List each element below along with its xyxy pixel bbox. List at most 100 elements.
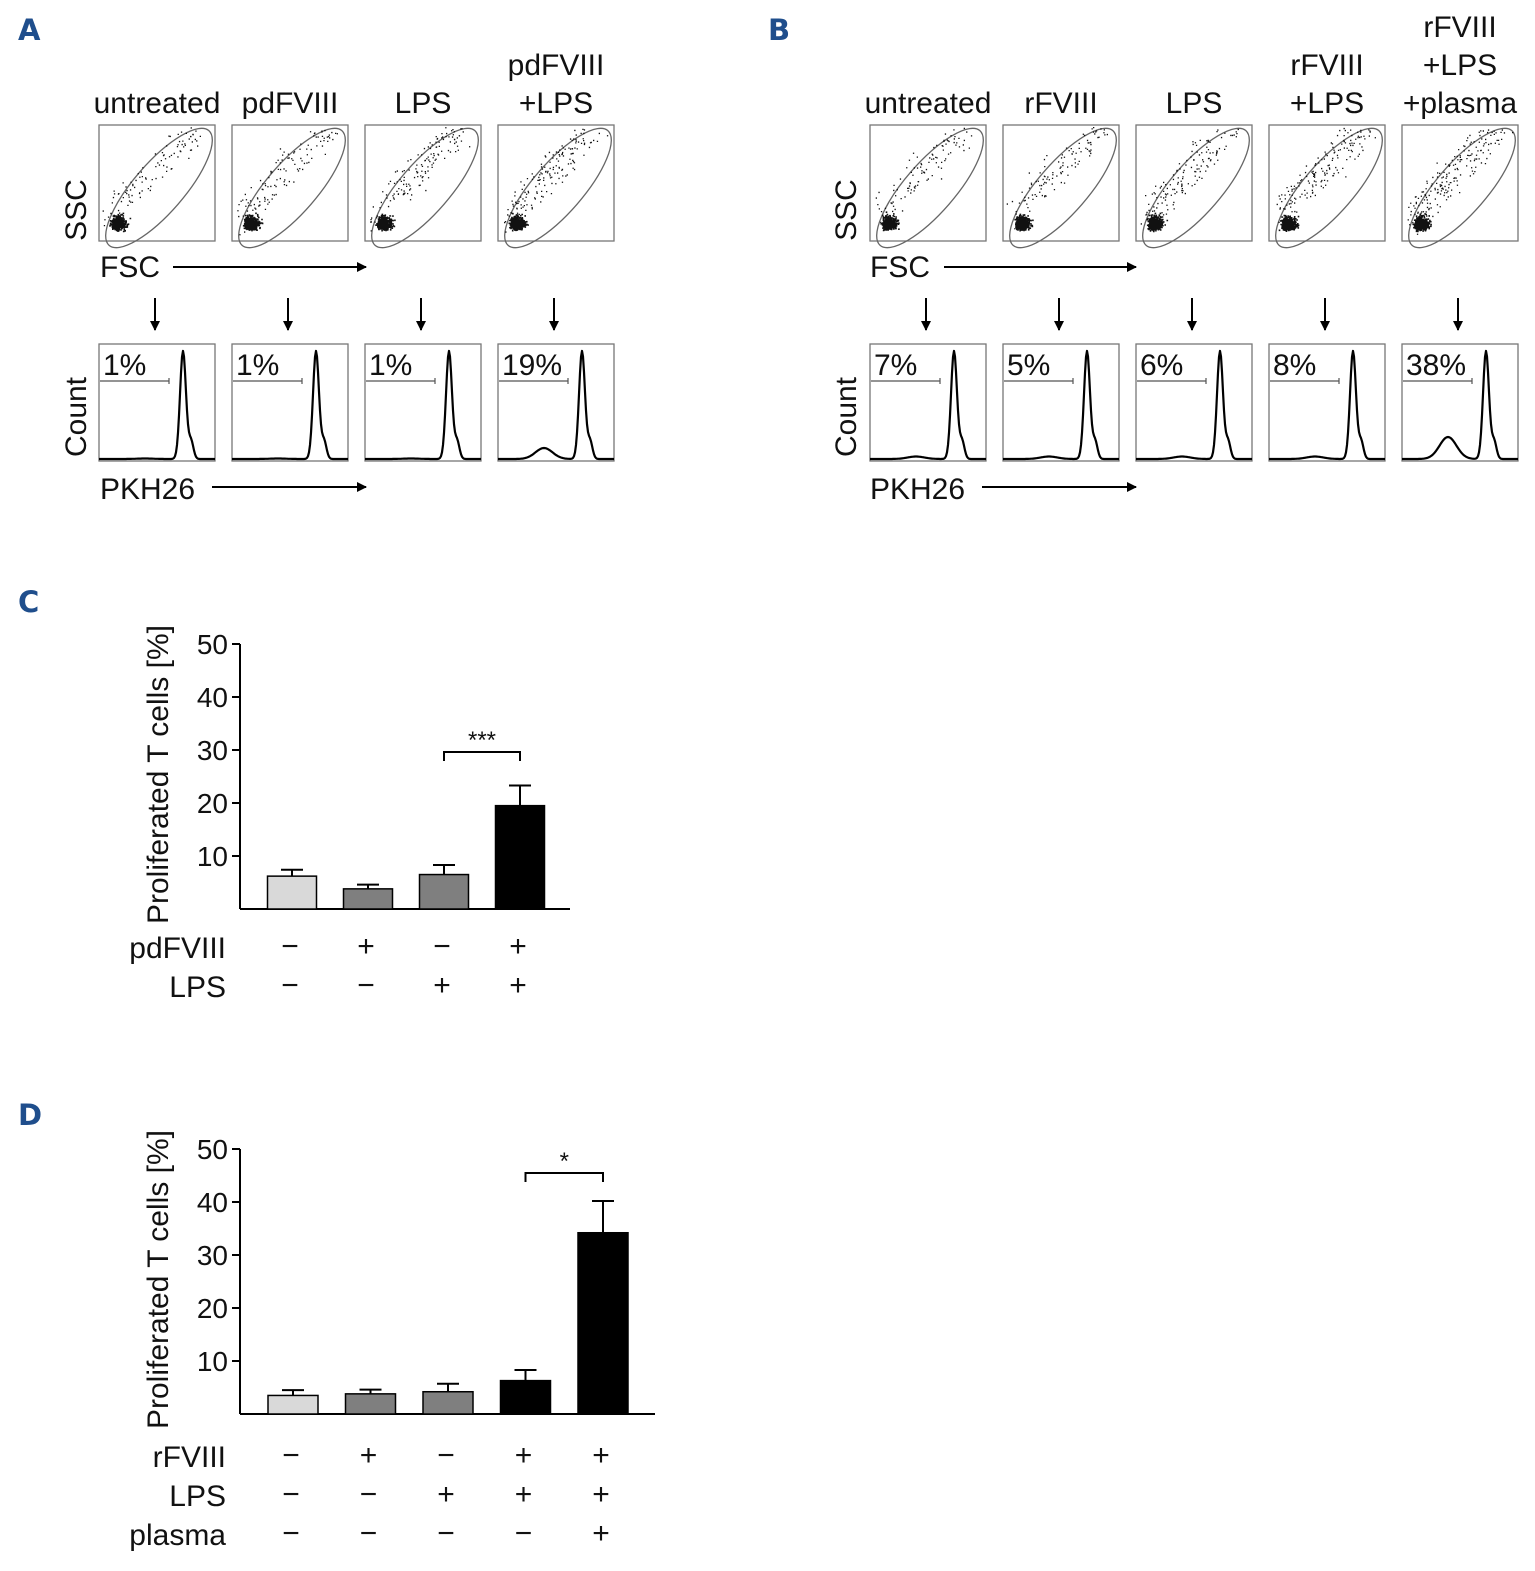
scatter-dot-cloud bbox=[370, 127, 471, 232]
bar bbox=[344, 1393, 397, 1415]
scatter-dot-cloud bbox=[1407, 129, 1514, 235]
histogram-curve bbox=[231, 349, 349, 461]
condition-row-label: LPS bbox=[169, 971, 226, 1004]
condition-row-label: pdFVIII bbox=[129, 932, 226, 965]
bar bbox=[499, 1379, 552, 1415]
condition-title: rFVIII bbox=[1423, 11, 1496, 44]
scatter-plot-frame bbox=[98, 124, 216, 242]
proliferation-percent: 6% bbox=[1140, 349, 1183, 382]
histogram-curve bbox=[869, 349, 987, 461]
condition-title: +LPS bbox=[1423, 49, 1497, 82]
significance-bracket bbox=[524, 1172, 604, 1182]
bar bbox=[266, 875, 318, 910]
condition-sign: + bbox=[592, 1478, 610, 1511]
panel-b-flow-cytometry: SSC FSC Count PKH26 untreated 7% rFVIII 5% L… bbox=[830, 11, 1519, 506]
condition-sign: + bbox=[515, 1439, 533, 1472]
histogram-frame bbox=[364, 343, 482, 462]
condition-sign: + bbox=[592, 1517, 610, 1550]
bar bbox=[418, 873, 470, 910]
bar bbox=[422, 1390, 474, 1415]
condition-title: LPS bbox=[1166, 87, 1223, 120]
gate-ellipse bbox=[1009, 127, 1117, 249]
histogram-curve bbox=[1268, 349, 1386, 461]
y-tick-label: 30 bbox=[197, 735, 228, 766]
scatter-dot-cloud bbox=[504, 128, 609, 233]
count-axis-label: Count bbox=[60, 376, 93, 457]
condition-sign: + bbox=[437, 1478, 455, 1511]
y-tick-label: 20 bbox=[197, 1293, 228, 1324]
proliferation-percent: 7% bbox=[874, 349, 917, 382]
y-tick-label: 40 bbox=[197, 682, 228, 713]
panel-label-a: A bbox=[18, 13, 41, 47]
condition-sign: − bbox=[357, 969, 375, 1002]
histogram-frame bbox=[1002, 343, 1120, 462]
histogram-curve bbox=[1401, 349, 1519, 461]
proliferation-percent: 19% bbox=[502, 349, 562, 382]
scatter-dots bbox=[1276, 127, 1376, 232]
fsc-axis-label: FSC bbox=[870, 251, 930, 284]
significance-label: * bbox=[560, 1148, 569, 1175]
histogram-curve bbox=[1135, 349, 1253, 461]
pkh26-axis-label: PKH26 bbox=[870, 473, 965, 506]
condition-title: +LPS bbox=[1290, 87, 1364, 120]
histogram-frame bbox=[98, 343, 216, 462]
histogram-frame bbox=[1135, 343, 1253, 462]
condition-sign: + bbox=[515, 1478, 533, 1511]
scatter-dots bbox=[370, 127, 471, 232]
panel-label-c: C bbox=[18, 585, 39, 619]
y-tick-label: 20 bbox=[197, 788, 228, 819]
panel-d-bar-chart: Proliferated T cells [%] 10 20 30 40 50 * rFVII… bbox=[129, 1130, 655, 1552]
condition-sign: − bbox=[437, 1439, 455, 1472]
condition-title: LPS bbox=[395, 87, 452, 120]
scatter-dot-cloud bbox=[237, 129, 338, 236]
scatter-dot-cloud bbox=[1276, 127, 1376, 232]
bar bbox=[577, 1231, 629, 1415]
condition-sign: − bbox=[281, 930, 299, 963]
y-tick-label: 50 bbox=[197, 629, 228, 660]
condition-title: pdFVIII bbox=[242, 87, 339, 120]
histogram-frame bbox=[869, 343, 987, 462]
condition-row-label: plasma bbox=[129, 1519, 226, 1552]
condition-sign: − bbox=[433, 930, 451, 963]
condition-sign: − bbox=[282, 1517, 300, 1550]
count-axis-label: Count bbox=[830, 376, 863, 457]
y-tick-label: 50 bbox=[197, 1134, 228, 1165]
condition-sign: − bbox=[282, 1439, 300, 1472]
panel-label-b: B bbox=[768, 13, 790, 47]
histogram-curve bbox=[98, 349, 216, 461]
proliferation-percent: 1% bbox=[236, 349, 279, 382]
condition-sign: − bbox=[437, 1517, 455, 1550]
scatter-dots bbox=[1006, 127, 1108, 232]
scatter-dot-cloud bbox=[875, 127, 973, 232]
y-tick-label: 10 bbox=[197, 1346, 228, 1377]
y-tick-label: 30 bbox=[197, 1240, 228, 1271]
panel-a-flow-cytometry: SSC FSC Count PKH26 untreated 1% pdFVIII 1%… bbox=[60, 49, 615, 506]
scatter-dot-cloud bbox=[1006, 127, 1108, 232]
scatter-dots bbox=[1140, 128, 1239, 233]
scatter-dots bbox=[1407, 129, 1514, 235]
scatter-dots bbox=[102, 127, 201, 233]
gate-ellipse bbox=[371, 127, 479, 249]
y-axis-label: Proliferated T cells [%] bbox=[142, 1130, 175, 1429]
condition-title: rFVIII bbox=[1290, 49, 1363, 82]
condition-title: pdFVIII bbox=[508, 49, 605, 82]
condition-sign: − bbox=[515, 1517, 533, 1550]
condition-sign: − bbox=[282, 1478, 300, 1511]
proliferation-percent: 5% bbox=[1007, 349, 1050, 382]
proliferation-percent: 8% bbox=[1273, 349, 1316, 382]
condition-title: +plasma bbox=[1403, 87, 1518, 120]
histogram-frame bbox=[1268, 343, 1386, 462]
condition-sign: + bbox=[592, 1439, 610, 1472]
y-tick-label: 40 bbox=[197, 1187, 228, 1218]
histogram-curve bbox=[364, 349, 482, 461]
gate-ellipse bbox=[105, 127, 213, 249]
panel-label-d: D bbox=[18, 1098, 42, 1132]
y-axis-label: Proliferated T cells [%] bbox=[142, 625, 175, 924]
scatter-dots bbox=[875, 127, 973, 232]
gate-ellipse bbox=[504, 127, 612, 249]
gate-ellipse bbox=[238, 127, 346, 249]
panel-c-bar-chart: Proliferated T cells [%] 10 20 30 40 50 *** pdF… bbox=[129, 625, 570, 1004]
condition-title: +LPS bbox=[519, 87, 593, 120]
significance-bracket bbox=[443, 751, 521, 761]
